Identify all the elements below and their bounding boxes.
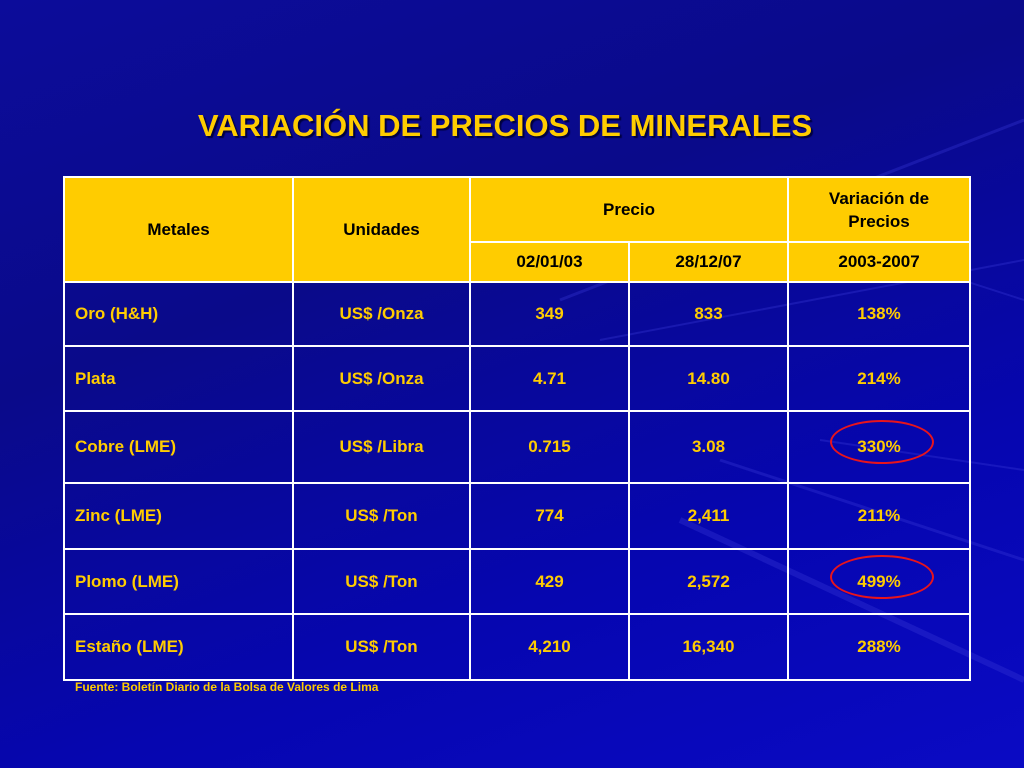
cell-metal: Plata — [63, 345, 294, 412]
red-ellipse-highlight — [830, 554, 935, 599]
cell-variation: 288% — [787, 613, 972, 681]
cell-price-2007: 2,411 — [627, 482, 790, 550]
table-row: Cobre (LME) US$ /Libra 0.715 3.08 330% — [63, 410, 972, 484]
cell-price-2007: 2,572 — [627, 548, 790, 615]
cell-unit: US$ /Ton — [292, 548, 471, 615]
header-date-2003: 02/01/03 — [469, 241, 630, 283]
cell-variation: 214% — [787, 345, 972, 412]
header-date-2007: 28/12/07 — [627, 241, 790, 283]
highlight-group: 499% — [830, 554, 935, 599]
cell-price-2003: 0.715 — [469, 410, 630, 484]
header-metales: Metales — [63, 176, 294, 283]
cell-variation-highlighted: 499% — [787, 548, 972, 615]
header-variacion-line1: Variación de — [828, 188, 930, 208]
table-row: Plomo (LME) US$ /Ton 429 2,572 499% — [63, 548, 972, 615]
mineral-price-table: Metales Unidades Precio Variación de Pre… — [63, 176, 972, 681]
header-variacion-line2: Precios — [848, 211, 910, 231]
cell-variation: 138% — [787, 281, 972, 347]
cell-price-2003: 4,210 — [469, 613, 630, 681]
cell-metal: Plomo (LME) — [63, 548, 294, 615]
cell-metal: Cobre (LME) — [63, 410, 294, 484]
red-ellipse-highlight — [830, 420, 935, 464]
source-note: Fuente: Boletín Diario de la Bolsa de Va… — [75, 680, 379, 694]
header-unidades: Unidades — [292, 176, 471, 283]
cell-price-2003: 4.71 — [469, 345, 630, 412]
cell-unit: US$ /Onza — [292, 345, 471, 412]
table-row: Zinc (LME) US$ /Ton 774 2,411 211% — [63, 482, 972, 550]
cell-metal: Zinc (LME) — [63, 482, 294, 550]
cell-price-2007: 3.08 — [627, 410, 790, 484]
cell-metal: Estaño (LME) — [63, 613, 294, 681]
cell-unit: US$ /Ton — [292, 613, 471, 681]
cell-price-2003: 774 — [469, 482, 630, 550]
cell-variation: 211% — [787, 482, 972, 550]
highlight-group: 330% — [830, 420, 935, 464]
cell-price-2003: 349 — [469, 281, 630, 347]
slide-title: VARIACIÓN DE PRECIOS DE MINERALES — [197, 108, 813, 143]
table-row: Oro (H&H) US$ /Onza 349 833 138% — [63, 281, 972, 347]
header-variacion: Variación de Precios — [787, 176, 972, 243]
cell-price-2007: 833 — [627, 281, 790, 347]
cell-variation-highlighted: 330% — [787, 410, 972, 484]
cell-price-2007: 14.80 — [627, 345, 790, 412]
header-precio: Precio — [468, 176, 790, 243]
cell-metal: Oro (H&H) — [63, 281, 294, 347]
table-row: Estaño (LME) US$ /Ton 4,210 16,340 288% — [63, 613, 972, 681]
cell-unit: US$ /Libra — [292, 410, 471, 484]
cell-unit: US$ /Onza — [292, 281, 471, 347]
cell-price-2007: 16,340 — [627, 613, 790, 681]
table-row: Plata US$ /Onza 4.71 14.80 214% — [63, 345, 972, 412]
cell-price-2003: 429 — [469, 548, 630, 615]
cell-unit: US$ /Ton — [292, 482, 471, 550]
header-period: 2003-2007 — [787, 241, 972, 283]
